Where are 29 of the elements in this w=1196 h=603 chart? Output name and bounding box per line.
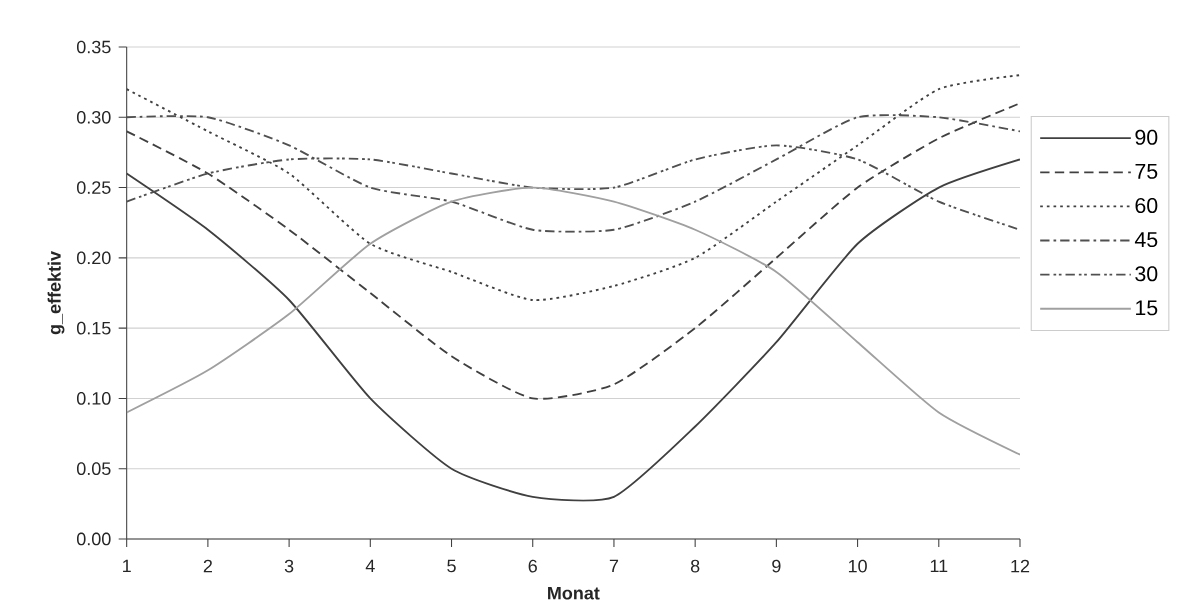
x-tick-label: 8 — [690, 559, 700, 573]
x-tick-label: 6 — [528, 559, 537, 573]
y-tick-label: 0.20 — [76, 251, 111, 265]
x-tick-label: 9 — [772, 559, 781, 573]
x-tick-label: 7 — [609, 559, 619, 573]
legend-label: 90 — [1135, 129, 1158, 145]
legend-label: 45 — [1134, 232, 1158, 248]
x-tick-label: 12 — [1011, 559, 1030, 573]
y-tick-label: 0.00 — [76, 532, 111, 546]
y-axis-title: g_effektiv — [47, 251, 65, 335]
legend-label: 75 — [1135, 163, 1158, 179]
x-tick-label: 11 — [930, 559, 948, 573]
legend-label: 60 — [1135, 197, 1158, 214]
x-tick-label: 5 — [447, 559, 456, 573]
y-tick-label: 0.25 — [76, 181, 111, 194]
y-tick-label: 0.10 — [76, 392, 111, 405]
line-series — [126, 186, 1020, 456]
x-tick-label: 10 — [848, 559, 867, 573]
legend-label: 15 — [1136, 300, 1158, 316]
x-tick-label: 3 — [284, 559, 294, 573]
x-tick-label: 4 — [365, 559, 375, 573]
y-tick-label: 0.30 — [76, 110, 111, 124]
y-tick-label: 0.15 — [76, 321, 111, 335]
x-tick-label: 1 — [123, 559, 131, 573]
legend-label: 30 — [1135, 266, 1158, 282]
x-tick-label: 2 — [203, 559, 212, 573]
y-tick-label: 0.35 — [76, 40, 111, 54]
x-axis-title: Monat — [548, 586, 600, 600]
y-tick-label: 0.05 — [76, 462, 111, 476]
